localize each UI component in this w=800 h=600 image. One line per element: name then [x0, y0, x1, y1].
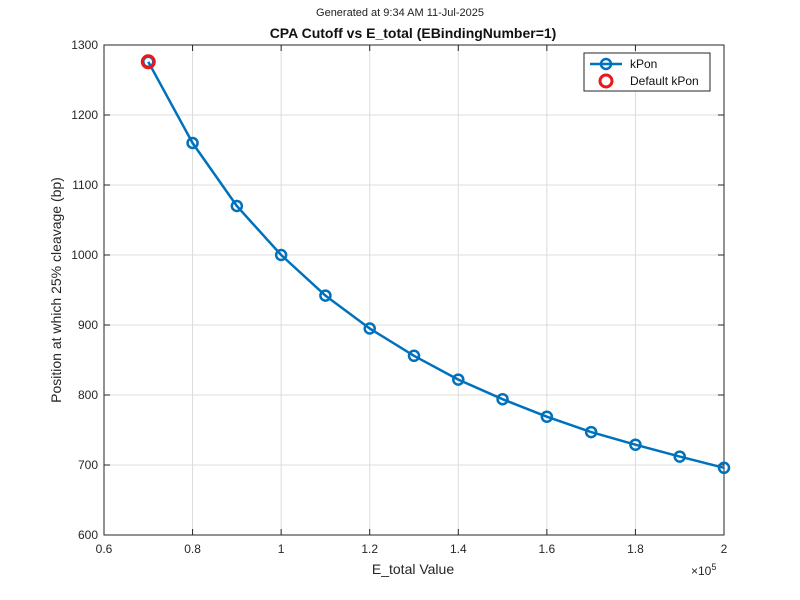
data-point [673, 450, 686, 463]
x-tick-label: 0.6 [96, 542, 113, 556]
data-point [407, 349, 421, 363]
legend-marker [599, 57, 613, 71]
x-tick-label: 1.8 [627, 542, 644, 556]
data-point [496, 392, 509, 406]
legend-item: kPon [590, 57, 657, 71]
x-tick-label: 1 [278, 542, 285, 556]
legend-item: Default kPon [598, 73, 699, 89]
data-point [319, 289, 332, 302]
series-line [147, 61, 725, 470]
x-tick-label: 1.4 [450, 542, 467, 556]
grid-lines [103, 44, 725, 536]
y-tick-label: 1300 [71, 38, 98, 52]
legend-marker [598, 73, 614, 89]
data-point [717, 461, 731, 475]
data-point [274, 248, 288, 262]
y-axis-label: Position at which 25% cleavage (bp) [48, 177, 64, 403]
data-point [540, 410, 554, 423]
x-axis-exponent: ×105 [691, 562, 716, 578]
legend: kPon Default kPon [583, 52, 711, 92]
chart-title: CPA Cutoff vs E_total (EBindingNumber=1) [270, 25, 557, 41]
x-exponent-power: 5 [711, 562, 716, 572]
y-tick-label: 600 [78, 528, 98, 542]
y-tick-label: 1200 [71, 108, 98, 122]
data-point [230, 199, 244, 213]
x-axis-label: E_total Value [372, 561, 454, 577]
y-tick-label: 1100 [72, 178, 98, 192]
y-tick-label: 900 [78, 318, 98, 332]
x-tick-label: 0.8 [184, 542, 201, 556]
y-tick-label: 1000 [71, 248, 98, 262]
y-tick-label: 700 [78, 458, 98, 472]
x-tick-label: 2 [721, 542, 728, 556]
generated-timestamp: Generated at 9:34 AM 11-Jul-2025 [316, 7, 484, 19]
axes: 0.6 0.8 1 1.2 1.4 1.6 1.8 2 600 700 800 900 1000 1100… [71, 38, 727, 556]
y-tick-label: 800 [78, 388, 98, 402]
x-tick-label: 1.6 [539, 542, 556, 556]
data-point [629, 438, 642, 451]
series-default-kpon [140, 54, 156, 70]
axes-box [103, 44, 725, 536]
series-layer [140, 54, 731, 475]
x-tick-label: 1.2 [361, 542, 378, 556]
plot-area [104, 45, 724, 535]
data-point [363, 322, 376, 335]
legend-label: Default kPon [630, 74, 699, 88]
legend-label: kPon [630, 57, 657, 71]
x-exponent-base: ×10 [691, 564, 712, 578]
default-point [140, 54, 156, 70]
data-point [186, 136, 199, 150]
data-point [452, 373, 465, 386]
data-point [584, 425, 598, 439]
